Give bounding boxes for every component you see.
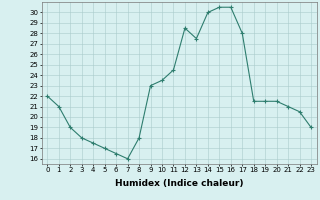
X-axis label: Humidex (Indice chaleur): Humidex (Indice chaleur) [115, 179, 244, 188]
